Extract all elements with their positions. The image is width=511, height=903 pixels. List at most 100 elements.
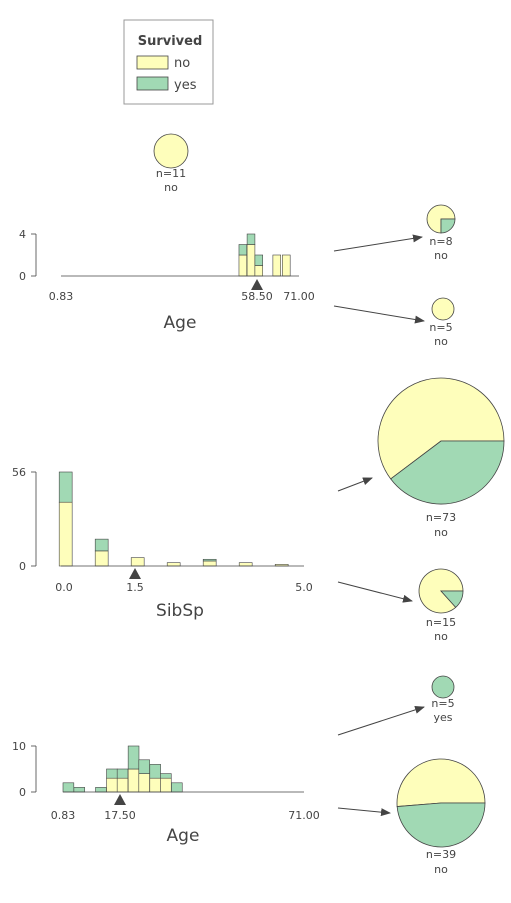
legend-swatch-no [136, 55, 169, 70]
bar-no [149, 777, 161, 793]
bar-yes [254, 254, 264, 266]
bar-yes [95, 787, 107, 793]
pie-slice-no [153, 133, 189, 169]
bar-no [116, 777, 129, 793]
leaf-n-label: n=73 [426, 511, 456, 524]
y-tick-label: 0 [19, 270, 26, 283]
split-histogram-age-1: 4 0 0.83 58.50 71.00 Age [19, 228, 315, 333]
bar-no [166, 562, 181, 567]
leaf-1: n=8 no [426, 204, 456, 262]
leaf-n-label: n=8 [429, 235, 452, 248]
leaf-5: n=5 yes [431, 675, 455, 724]
bar-no [202, 560, 217, 567]
leaf-pie [153, 133, 189, 169]
bar-no [254, 265, 264, 277]
bar-no [127, 768, 140, 793]
leaf-pie [377, 377, 505, 505]
legend-label-no: no [174, 56, 190, 71]
x-tick-label: 71.00 [283, 290, 315, 303]
legend-title: Survived [138, 34, 203, 49]
x-tick-label: 0.83 [51, 809, 76, 822]
branch-arrow [333, 305, 425, 324]
leaf-n-label: n=11 [156, 167, 186, 180]
leaf-pie [396, 758, 486, 848]
leaf-4: n=15 no [418, 568, 464, 643]
branch-arrow [337, 807, 391, 817]
leaf-n-label: n=5 [429, 321, 452, 334]
split-marker [251, 279, 263, 290]
legend-swatch-yes [136, 76, 169, 91]
x-axis-label: SibSp [156, 601, 204, 621]
leaf-n-label: n=5 [431, 697, 454, 710]
bar-no [106, 777, 118, 793]
leaf-2: n=5 no [429, 297, 455, 348]
x-tick-label: 71.00 [288, 809, 320, 822]
bar-yes [246, 233, 256, 245]
legend: Survived no yes [123, 19, 214, 105]
branch-arrow [337, 581, 413, 603]
x-axis-label: Age [164, 313, 197, 333]
bar-yes [62, 782, 75, 793]
pie-slice-no [426, 204, 456, 234]
branch-arrows [333, 234, 425, 817]
bar-yes [202, 558, 217, 562]
y-tick-label: 10 [12, 740, 26, 753]
branch-arrow [337, 477, 373, 492]
bar-no [238, 562, 253, 567]
x-tick-label: 58.50 [241, 290, 273, 303]
branch-arrow [333, 234, 423, 252]
x-tick-label: 5.0 [295, 581, 313, 594]
bar-yes [106, 768, 118, 779]
leaf-pie [418, 568, 464, 614]
leaf-top: n=11 no [153, 133, 189, 194]
histogram-bars [58, 471, 289, 567]
bar-no [246, 244, 256, 277]
x-axis-label: Age [167, 826, 200, 846]
y-tick-label: 0 [19, 560, 26, 573]
bar-yes [138, 759, 150, 774]
bar-no [130, 557, 145, 567]
bar-yes [238, 244, 248, 256]
leaf-class-label: no [434, 630, 448, 643]
bar-no [282, 254, 291, 277]
pie-slice-yes [440, 590, 464, 608]
leaf-pie [431, 297, 455, 321]
bar-no [94, 550, 109, 567]
pie-slice-no [396, 758, 486, 807]
pie-slice-no [431, 297, 455, 321]
bar-yes [116, 768, 129, 779]
leaf-class-label: no [434, 863, 448, 876]
bar-yes [149, 764, 161, 779]
pie-slice-yes [390, 440, 505, 505]
histogram-bars [62, 745, 183, 793]
x-tick-label: 0.0 [55, 581, 73, 594]
split-marker [114, 794, 126, 805]
pie-slice-yes [396, 802, 486, 848]
pie-slice-no [377, 377, 505, 480]
branch-arrow [337, 705, 425, 736]
leaf-pie [431, 675, 455, 699]
bar-no [138, 773, 150, 793]
leaf-3: n=73 no [377, 377, 505, 539]
y-tick-label: 56 [12, 466, 26, 479]
leaf-class-label: no [434, 526, 448, 539]
x-tick-label: 1.5 [126, 581, 144, 594]
bar-no [160, 777, 172, 793]
y-tick-label: 0 [19, 786, 26, 799]
leaf-n-label: n=39 [426, 848, 456, 861]
histogram-bars [238, 233, 291, 277]
leaf-6: n=39 no [396, 758, 486, 876]
bar-no [272, 254, 281, 277]
x-tick-label: 0.83 [49, 290, 74, 303]
legend-label-yes: yes [174, 78, 197, 93]
leaf-class-label: no [434, 249, 448, 262]
bar-yes [127, 745, 140, 770]
bar-yes [160, 773, 172, 779]
bar-no [58, 501, 73, 567]
pie-slice-yes [431, 675, 455, 699]
split-histogram-sibsp: 56 0 0.0 1.5 5.0 SibSp [12, 466, 313, 621]
leaf-class-label: yes [433, 711, 452, 724]
split-marker [129, 568, 141, 579]
pie-slice-yes [440, 218, 456, 234]
